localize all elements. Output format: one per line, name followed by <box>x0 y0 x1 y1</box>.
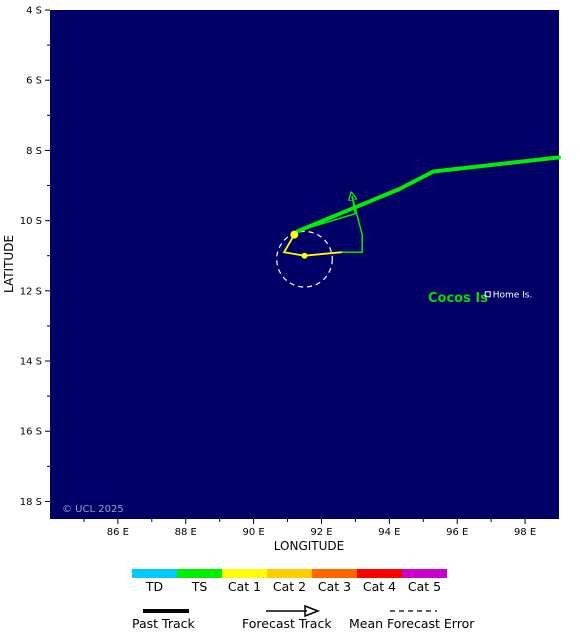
forecast-track-line <box>282 234 342 257</box>
legend-category-label: Cat 5 <box>408 579 441 594</box>
forecast-arrow-icon <box>304 604 321 618</box>
lon-tick-label: 98 E <box>514 527 536 538</box>
legend-category-label: TS <box>191 579 208 594</box>
mean-error-circle <box>276 230 333 288</box>
lon-tick-label: 96 E <box>446 527 468 538</box>
position-marker <box>301 252 308 259</box>
island-label: Cocos Is <box>428 291 488 306</box>
forecast-track-label: Forecast Track <box>242 616 332 631</box>
legend-swatch <box>222 569 267 578</box>
lon-tick-label: 90 E <box>242 527 264 538</box>
legend-past-track: Past Track <box>132 609 195 631</box>
legend-swatch <box>267 569 312 578</box>
town-square-icon <box>484 291 491 298</box>
loop-track-line <box>341 195 363 253</box>
past-track-line <box>295 155 561 234</box>
legend-swatch <box>312 569 357 578</box>
position-marker <box>290 230 299 239</box>
legend: TD TS Cat 1 Cat 2 Cat 3 Cat 4 Cat 5 <box>132 569 447 594</box>
town-label: Home Is. <box>493 290 533 300</box>
legend-swatch <box>177 569 222 578</box>
lon-tick-label: 86 E <box>107 527 129 538</box>
past-track-label: Past Track <box>132 616 195 631</box>
legend-forecast-track: Forecast Track <box>242 604 332 631</box>
copyright-text: © UCL 2025 <box>62 504 124 515</box>
lat-tick-label: 8 S <box>26 146 42 157</box>
legend-category-label: Cat 1 <box>228 579 261 594</box>
tracks-layer <box>276 155 561 288</box>
legend-swatch <box>132 569 177 578</box>
legend-category-label: Cat 3 <box>318 579 351 594</box>
legend-category-label: Cat 4 <box>363 579 396 594</box>
map-background <box>50 10 559 519</box>
lat-tick-label: 16 S <box>20 427 42 438</box>
lat-tick-label: 4 S <box>26 6 42 17</box>
lat-tick-label: 10 S <box>20 216 42 227</box>
legend-category-label: TD <box>145 579 163 594</box>
lon-tick-label: 94 E <box>378 527 400 538</box>
town-marker: Home Is. <box>484 290 533 300</box>
mean-error-label: Mean Forecast Error <box>349 616 475 631</box>
x-axis-title: LONGITUDE <box>274 539 344 553</box>
legend-mean-error: Mean Forecast Error <box>349 610 475 631</box>
lat-tick-label: 14 S <box>20 357 42 368</box>
legend-swatch <box>402 569 447 578</box>
axes-layer: 4 S 6 S 8 S 10 S 12 S 14 S 16 S 18 S 86 E 88 E 90 … <box>20 6 536 539</box>
lat-tick-label: 6 S <box>26 76 42 87</box>
lon-tick-label: 88 E <box>175 527 197 538</box>
lat-tick-label: 18 S <box>20 497 42 508</box>
y-axis-title: LATITUDE <box>2 235 16 293</box>
lon-tick-label: 92 E <box>310 527 332 538</box>
legend-category-label: Cat 2 <box>273 579 306 594</box>
legend-swatch <box>357 569 402 578</box>
lat-tick-label: 12 S <box>20 286 42 297</box>
